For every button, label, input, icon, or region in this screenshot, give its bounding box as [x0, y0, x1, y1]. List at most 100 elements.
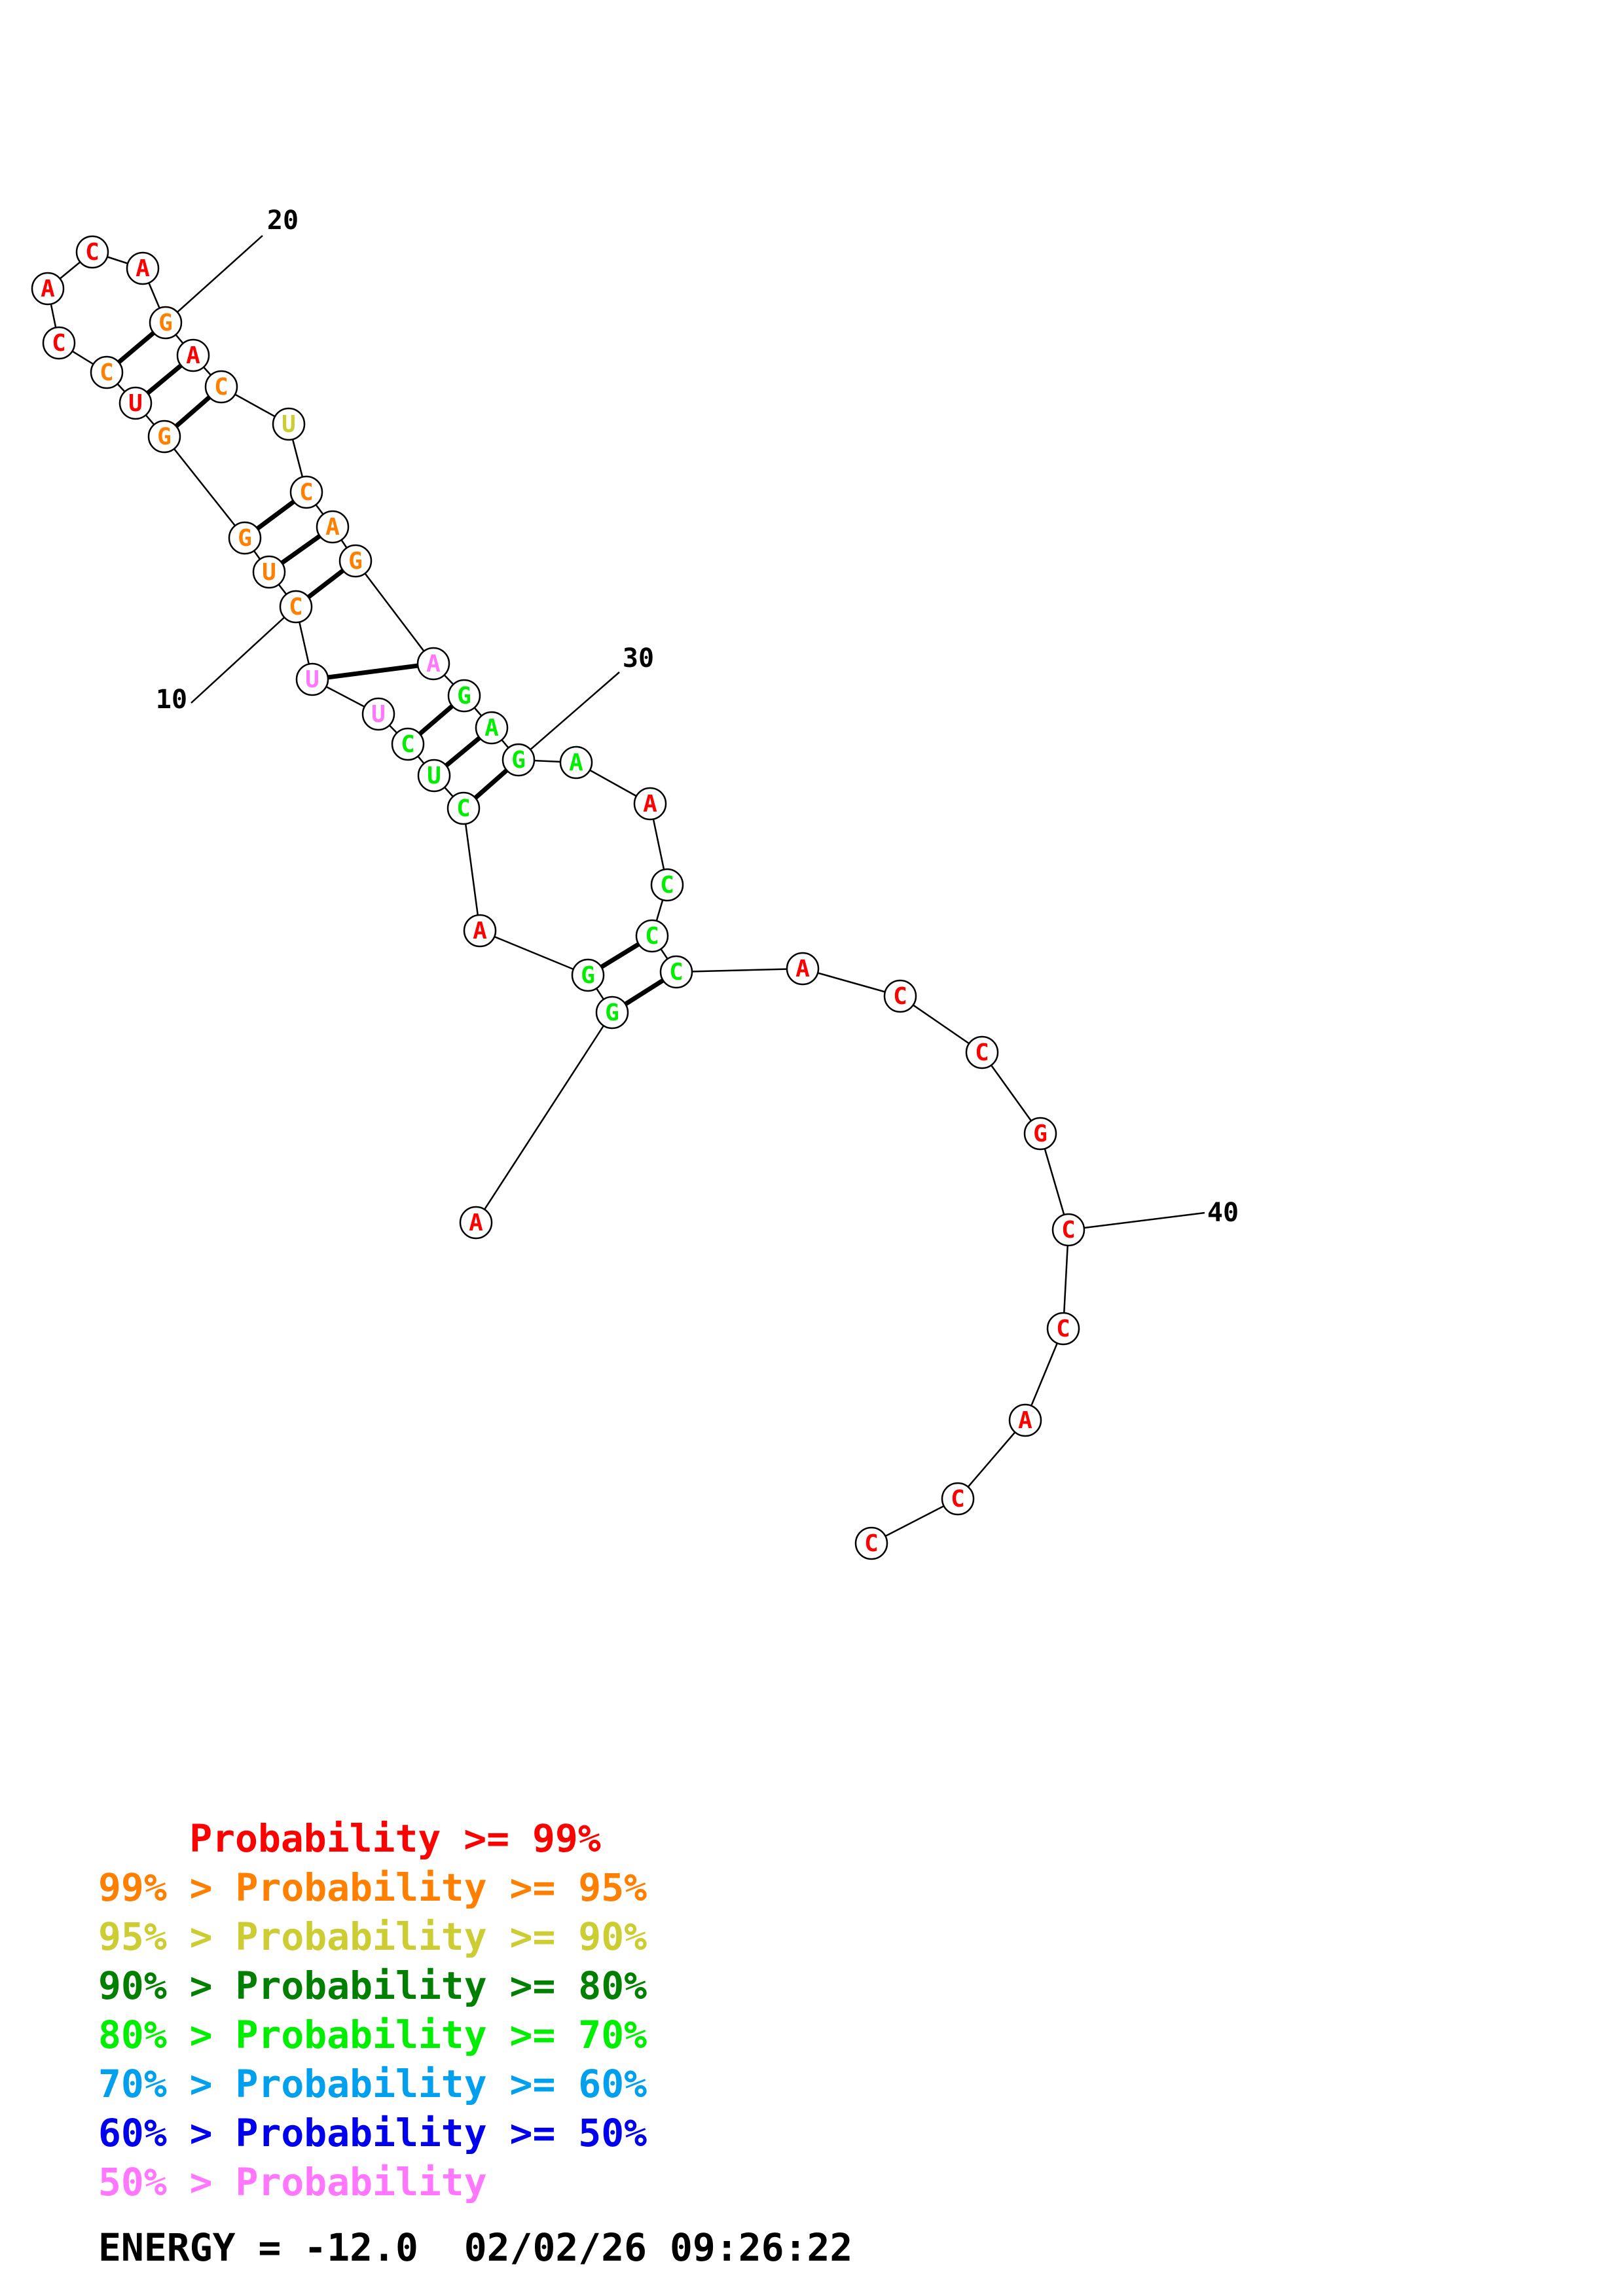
nucleotide-node: G — [1023, 1117, 1057, 1151]
nucleotide-base: C — [456, 795, 471, 822]
nucleotide-node: C — [279, 590, 313, 624]
nucleotide-base: G — [158, 310, 173, 336]
nucleotide-base: U — [262, 559, 276, 586]
backbone-link — [676, 967, 803, 973]
nucleotide-circle — [272, 407, 306, 441]
position-tick — [191, 606, 297, 704]
nucleotide-base: G — [511, 747, 526, 774]
nucleotide-circle — [883, 979, 917, 1013]
nucleotide-node: C — [391, 727, 425, 761]
nucleotide-node: G — [571, 958, 605, 992]
nucleotide-node: G — [147, 420, 181, 454]
nucleotide-base: C — [893, 983, 907, 1010]
nucleotide-circle — [416, 647, 450, 681]
nucleotide-base: A — [643, 791, 657, 817]
nucleotide-base: A — [186, 342, 200, 369]
nucleotide-base: A — [484, 715, 499, 742]
legend-entry: Probability >= 99% — [189, 1816, 601, 1861]
nucleotide-base: C — [1056, 1316, 1070, 1342]
nucleotide-base: A — [469, 1210, 483, 1236]
nucleotide-node: A — [633, 787, 667, 821]
nucleotide-base: C — [660, 872, 674, 899]
nucleotide-base: G — [348, 548, 363, 575]
nucleotide-circle — [650, 868, 684, 902]
nucleotide-node: A — [459, 1206, 493, 1240]
position-ticks: 10 20 30 40 — [156, 206, 1239, 1231]
nucleotide-circle — [447, 679, 481, 713]
nucleotide-node: C — [659, 955, 693, 989]
nucleotide-node: C — [883, 979, 917, 1013]
nucleotide-node: A — [463, 914, 497, 948]
nucleotide-base: C — [401, 731, 415, 758]
nucleotide-node: A — [786, 952, 820, 986]
nucleotide-base: A — [795, 956, 810, 982]
position-tick — [1068, 1211, 1205, 1231]
nucleotide-base: U — [427, 762, 441, 789]
position-label: 40 — [1207, 1198, 1239, 1228]
nucleotide-circle — [289, 475, 323, 509]
nucleotide-base: G — [238, 525, 252, 552]
nucleotide-node: C — [635, 919, 669, 953]
nucleotide-node: C — [42, 326, 76, 360]
nucleotide-circle — [391, 727, 425, 761]
nucleotide-circle — [338, 544, 373, 578]
nucleotide-node: C — [941, 1482, 975, 1516]
nucleotide-base: G — [581, 962, 595, 989]
nucleotide-circle — [659, 955, 693, 989]
nucleotide-circle — [1008, 1403, 1042, 1437]
nucleotide-circle — [1051, 1213, 1085, 1247]
nucleotide-base: A — [1018, 1407, 1032, 1434]
nucleotide-node: C — [1051, 1213, 1085, 1247]
backbone-link — [462, 808, 481, 931]
nucleotide-base: A — [569, 749, 583, 776]
legend-entry: 95% > Probability >= 90% — [98, 1914, 647, 1959]
nucleotide-base: C — [299, 479, 314, 506]
nucleotide-node: C — [965, 1035, 999, 1069]
backbone-link — [900, 995, 983, 1054]
nucleotide-circle — [501, 743, 536, 777]
nucleotide-base: A — [426, 651, 441, 677]
backbone-link — [981, 1052, 1042, 1134]
nucleotide-base: C — [975, 1039, 989, 1066]
backbone-link — [479, 929, 589, 977]
backbone-link — [355, 560, 434, 664]
nucleotide-node: A — [126, 251, 160, 285]
nucleotide-base: U — [305, 666, 319, 693]
nucleotide-circle — [42, 326, 76, 360]
position-tick — [165, 235, 263, 323]
nucleotide-circle — [447, 791, 481, 825]
nucleotide-base: C — [289, 594, 303, 620]
nucleotide-base: G — [605, 999, 619, 1026]
nucleotide-node: A — [31, 272, 65, 306]
nucleotide-node: U — [417, 759, 451, 793]
nucleotide-circle — [965, 1035, 999, 1069]
nucleotide-circle — [316, 510, 350, 544]
base-pair-bond — [312, 661, 434, 682]
nucleotide-circle — [595, 996, 629, 1030]
nucleotide-circle — [176, 338, 210, 372]
nucleotide-node: G — [338, 544, 373, 578]
legend-entry: 99% > Probability >= 95% — [98, 1865, 647, 1910]
nucleotide-node: G — [228, 521, 262, 555]
nucleotide-circle — [126, 251, 160, 285]
nucleotide-base: C — [52, 330, 66, 357]
nucleotide-node: C — [650, 868, 684, 902]
nucleotide-base: U — [282, 411, 296, 438]
nucleotide-node: U — [119, 386, 153, 420]
nucleotide-circle — [786, 952, 820, 986]
nucleotide-base: C — [85, 239, 100, 266]
legend-entry: 80% > Probability >= 70% — [98, 2013, 647, 2057]
nucleotide-base: A — [325, 514, 340, 541]
nucleotide-circle — [75, 235, 109, 269]
nucleotide-node: A — [1008, 1403, 1042, 1437]
nucleotide-circle — [279, 590, 313, 624]
nucleotide-node: A — [316, 510, 350, 544]
nucleotide-base: G — [457, 683, 471, 709]
nucleotide-circle — [204, 370, 238, 404]
nucleotide-circle — [147, 420, 181, 454]
nucleotide-node: U — [295, 662, 329, 696]
nucleotide-circle — [295, 662, 329, 696]
backbone-link — [1024, 1328, 1065, 1421]
nucleotide-circle — [90, 355, 124, 389]
